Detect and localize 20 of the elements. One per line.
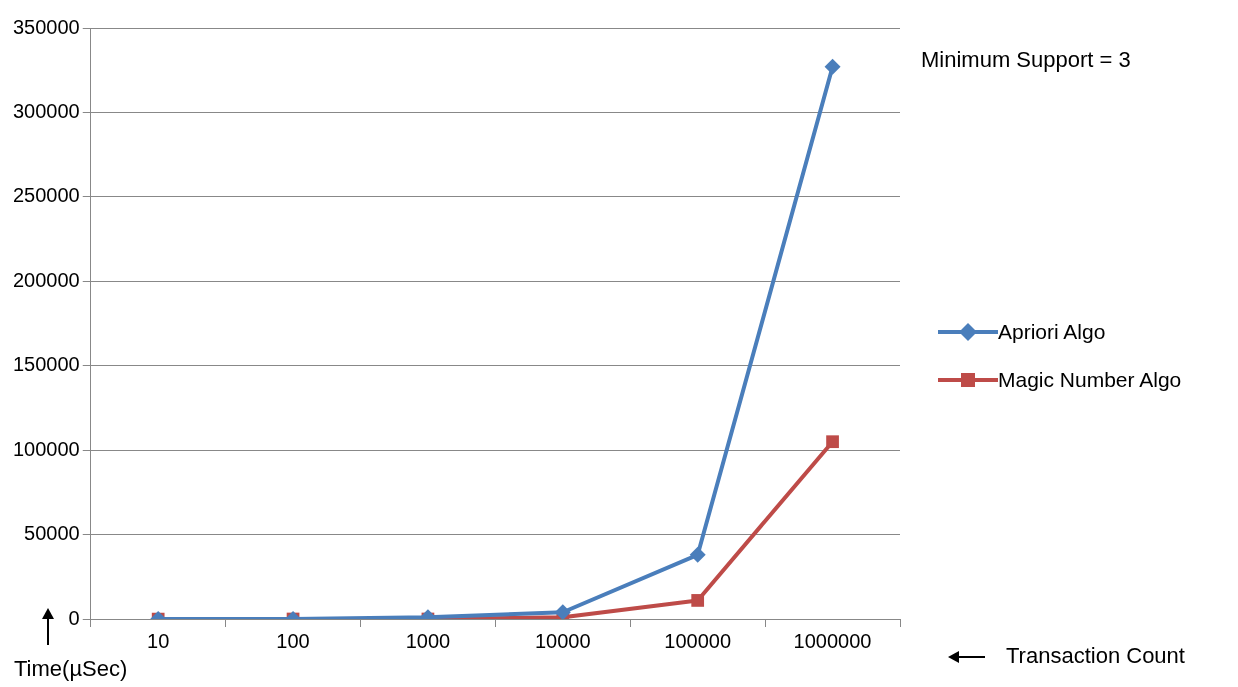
y-tick-label: 250000	[12, 184, 80, 207]
x-tick-label: 100000	[664, 629, 732, 652]
y-tick-label: 0	[68, 606, 80, 629]
x-tick-label: 1000	[405, 629, 451, 652]
text: Minimum Support = 3	[921, 47, 1131, 73]
y-tick-label: 300000	[12, 99, 80, 122]
y-axis-title: Time(µSec)	[14, 656, 128, 682]
x-axis-title: Transaction Count	[1006, 643, 1185, 669]
x-tick-label: 100	[276, 629, 310, 652]
y-tick-label: 50000	[24, 522, 80, 545]
y-tick-label: 200000	[12, 268, 80, 291]
y-tick-label: 100000	[12, 437, 80, 460]
x-tick-label: 1000000	[793, 629, 872, 652]
legend-label: Apriori Algo	[998, 319, 1106, 345]
legend-label: Magic Number Algo	[998, 367, 1182, 393]
x-tick-label: 10	[147, 629, 170, 652]
y-tick-label: 350000	[12, 15, 80, 38]
y-tick-label: 150000	[12, 353, 80, 376]
point	[824, 58, 841, 75]
x-tick-label: 10000	[535, 629, 591, 652]
